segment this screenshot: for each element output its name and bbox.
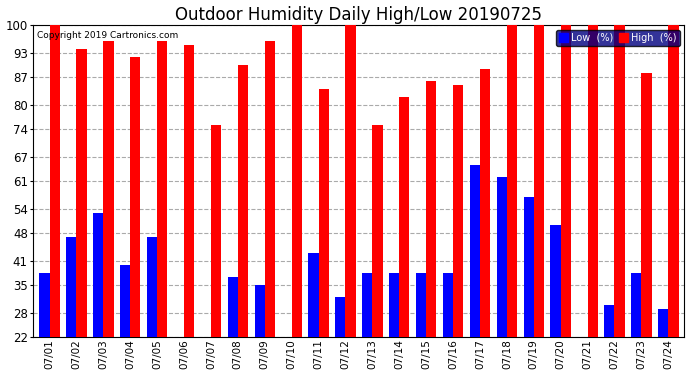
Title: Outdoor Humidity Daily High/Low 20190725: Outdoor Humidity Daily High/Low 20190725 [175,6,542,24]
Bar [201,337,211,375]
Bar [184,45,195,375]
Bar [93,213,104,375]
Bar [373,125,382,375]
Bar [389,273,400,375]
Bar [335,297,346,375]
Bar [453,85,463,375]
Legend: Low  (%), High  (%): Low (%), High (%) [556,30,680,46]
Bar [524,197,534,375]
Bar [480,69,490,375]
Bar [77,49,87,375]
Bar [588,25,598,375]
Bar [39,273,50,375]
Bar [578,337,588,375]
Bar [561,25,571,375]
Bar [50,25,60,375]
Bar [400,97,409,375]
Text: Copyright 2019 Cartronics.com: Copyright 2019 Cartronics.com [37,32,178,40]
Bar [416,273,426,375]
Bar [174,337,184,375]
Bar [265,41,275,375]
Bar [658,309,669,375]
Bar [346,25,355,375]
Bar [282,337,292,375]
Bar [470,165,480,375]
Bar [497,177,507,375]
Bar [669,25,678,375]
Bar [631,273,642,375]
Bar [604,305,615,375]
Bar [426,81,436,375]
Bar [642,73,651,375]
Bar [211,125,221,375]
Bar [255,285,265,375]
Bar [238,65,248,375]
Bar [507,25,517,375]
Bar [120,265,130,375]
Bar [534,25,544,375]
Bar [319,89,328,375]
Bar [130,57,141,375]
Bar [443,273,453,375]
Bar [66,237,77,375]
Bar [104,41,114,375]
Bar [292,25,302,375]
Bar [362,273,373,375]
Bar [157,41,168,375]
Bar [147,237,157,375]
Bar [228,277,238,375]
Bar [615,25,624,375]
Bar [308,253,319,375]
Bar [551,225,561,375]
